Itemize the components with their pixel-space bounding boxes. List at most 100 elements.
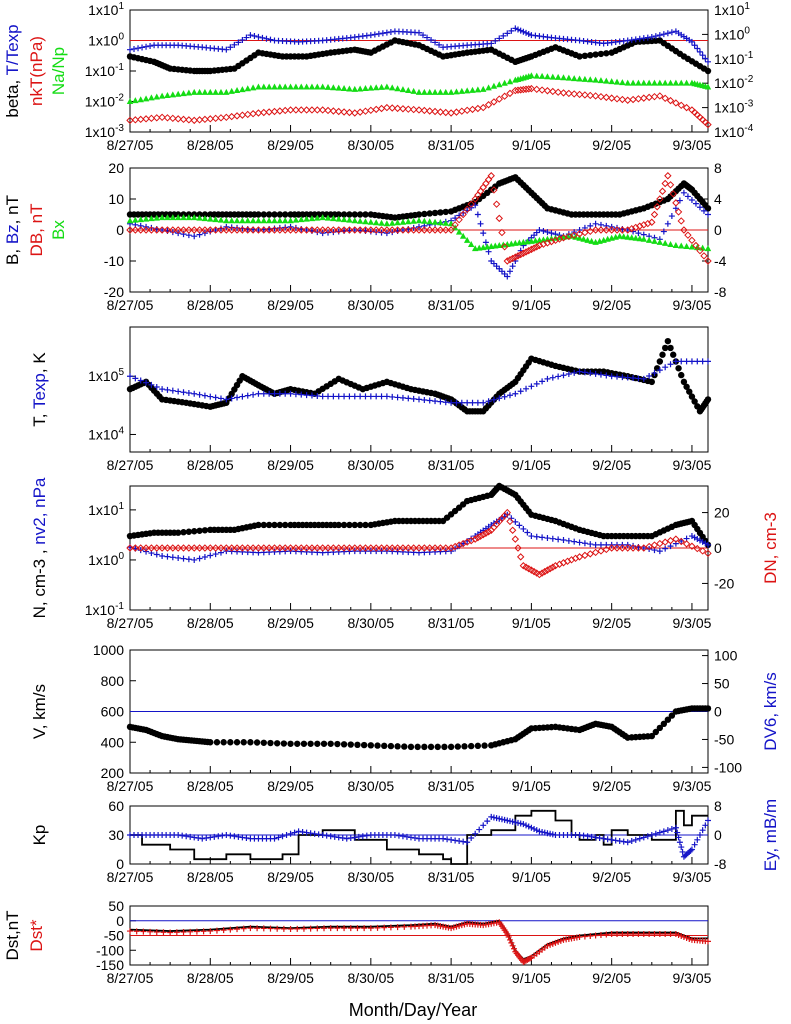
data-point (292, 224, 299, 231)
data-point (565, 89, 573, 98)
data-point (127, 373, 133, 380)
data-point (379, 30, 386, 37)
data-point (158, 92, 166, 99)
data-point (399, 394, 406, 401)
x-tick-label: 8/30/05 (347, 869, 394, 885)
data-point (539, 828, 546, 835)
data-point (318, 106, 327, 114)
data-point (651, 237, 658, 244)
data-point (571, 369, 578, 376)
data-point (699, 52, 706, 59)
data-point (691, 841, 698, 848)
data-point (201, 215, 209, 222)
y2-tick-label: 1x100 (714, 25, 750, 42)
data-point (619, 374, 626, 381)
data-point (351, 521, 358, 529)
data-point (555, 536, 562, 543)
data-point (217, 544, 225, 552)
data-point (431, 88, 439, 95)
data-point (211, 114, 220, 123)
x-tick-label: 9/2/05 (592, 778, 631, 794)
data-point (324, 83, 332, 90)
data-point (298, 83, 305, 90)
data-point (254, 226, 263, 234)
data-point (282, 217, 289, 224)
data-point (541, 567, 549, 576)
data-point (340, 211, 348, 218)
data-point (630, 374, 637, 381)
data-point (335, 226, 343, 234)
x-tick-label: 8/27/05 (107, 457, 154, 473)
data-point (624, 839, 631, 846)
data-point (525, 31, 532, 38)
data-point (207, 739, 214, 746)
data-point (565, 537, 572, 544)
data-point (653, 203, 661, 211)
data-point (207, 215, 214, 222)
data-point (190, 226, 198, 234)
data-point (126, 217, 134, 224)
data-point (276, 217, 284, 224)
data-point (667, 240, 674, 247)
data-point (618, 226, 627, 234)
x-tick-label: 8/31/05 (428, 297, 475, 313)
data-point (372, 219, 380, 226)
data-point (460, 838, 467, 845)
data-point (656, 548, 663, 555)
data-point (661, 179, 669, 188)
data-point (608, 836, 615, 843)
data-point (705, 358, 711, 365)
panel-p5: 8/27/05 8/28/05 8/29/05 8/30/05 8/31/05 9/1/0… (30, 642, 780, 794)
data-point (684, 231, 692, 239)
data-point (201, 527, 209, 534)
data-point (211, 833, 218, 840)
data-point (480, 230, 487, 237)
y2-tick-label: 0 (714, 222, 722, 238)
data-point (560, 74, 567, 81)
data-point (222, 226, 231, 234)
data-point (504, 931, 511, 938)
data-point (656, 931, 663, 938)
data-point (504, 273, 511, 280)
data-point (597, 226, 605, 234)
data-point (674, 829, 681, 836)
data-point (250, 549, 257, 556)
data-point (415, 217, 423, 224)
data-point (544, 942, 551, 949)
x-tick-label: 8/30/05 (347, 297, 394, 313)
data-point (228, 395, 235, 402)
data-point (340, 108, 348, 116)
data-point (493, 815, 500, 822)
data-point (330, 215, 337, 222)
data-point (409, 226, 418, 234)
data-point (640, 544, 648, 552)
data-point (131, 544, 140, 552)
x-tick-label: 8/28/05 (187, 970, 234, 986)
data-point (442, 108, 450, 117)
data-point (276, 211, 284, 218)
data-point (163, 544, 172, 552)
data-point (678, 371, 685, 379)
data-point (153, 929, 160, 936)
series-dst- (127, 919, 711, 966)
data-point (431, 209, 439, 217)
data-point (227, 739, 234, 746)
data-point (456, 922, 463, 929)
data-point (137, 547, 144, 554)
data-point (661, 79, 669, 86)
data-point (688, 243, 696, 250)
data-point (135, 45, 142, 52)
data-point (431, 226, 439, 234)
data-point (421, 743, 428, 751)
data-point (592, 51, 599, 58)
data-point (163, 114, 172, 122)
data-point (223, 217, 230, 224)
data-point (180, 929, 187, 936)
data-point (251, 33, 258, 40)
data-point (276, 544, 284, 552)
data-point (487, 172, 495, 180)
data-point (634, 544, 643, 552)
data-point (327, 833, 334, 840)
data-point (174, 90, 182, 97)
